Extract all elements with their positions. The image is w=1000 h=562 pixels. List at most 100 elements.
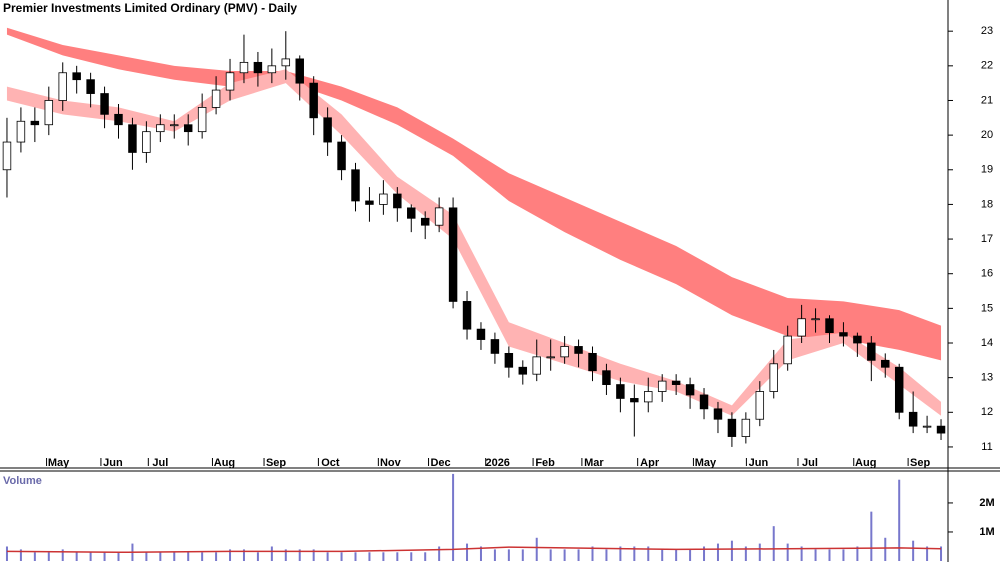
- candle-body: [922, 425, 932, 428]
- volume-bar: [382, 552, 385, 561]
- volume-bar: [521, 549, 524, 561]
- volume-bar: [842, 549, 845, 561]
- volume-bar: [577, 549, 580, 561]
- y-tick-label: 16: [981, 268, 993, 280]
- volume-bar: [535, 537, 538, 561]
- candle-body: [365, 200, 374, 205]
- candle-body: [197, 107, 207, 133]
- candle-body: [420, 217, 430, 226]
- volume-bar: [675, 549, 678, 561]
- volume-bar: [368, 552, 371, 561]
- candle-body: [142, 131, 151, 153]
- candle-body: [685, 384, 695, 396]
- volume-bar: [703, 546, 706, 561]
- volume-bar: [75, 552, 78, 561]
- y-tick-label: 2M: [979, 497, 994, 509]
- candle-body: [379, 193, 388, 205]
- candle-body: [2, 141, 12, 171]
- candle-body: [281, 58, 291, 67]
- volume-bar: [758, 543, 761, 561]
- volume-bar: [605, 549, 608, 561]
- volume-bar: [19, 549, 22, 561]
- x-tick-label: 2026: [485, 457, 509, 469]
- chart-title: Premier Investments Limited Ordinary (PM…: [3, 1, 297, 15]
- volume-bar: [884, 537, 887, 561]
- candle-body: [588, 352, 597, 372]
- volume-bar: [5, 546, 8, 561]
- volume-bar: [828, 549, 831, 561]
- x-tick-label: Aug: [214, 457, 235, 469]
- y-tick-label: 19: [981, 164, 993, 176]
- volume-bar: [438, 546, 441, 561]
- candle-body: [434, 207, 444, 226]
- candle-body: [183, 124, 193, 133]
- candle-body: [797, 318, 806, 337]
- candle-body: [170, 124, 179, 127]
- candle-body: [393, 193, 402, 209]
- candle-body: [560, 346, 569, 358]
- volume-bar: [61, 549, 64, 561]
- volume-bar: [312, 549, 315, 561]
- y-tick-label: 18: [981, 198, 993, 210]
- volume-bar: [340, 552, 343, 561]
- volume-bar: [410, 552, 413, 561]
- volume-bar: [466, 543, 469, 561]
- volume-bar: [633, 546, 636, 561]
- volume-bar: [647, 546, 650, 561]
- volume-bar: [396, 552, 399, 561]
- volume-bar: [89, 552, 92, 561]
- candle-body: [532, 356, 541, 375]
- candle-body: [713, 408, 723, 420]
- x-tick-label: Mar: [584, 457, 604, 469]
- candle-body: [727, 418, 737, 437]
- candle-body: [811, 318, 820, 321]
- volume-bar: [926, 546, 929, 561]
- candle-body: [407, 207, 416, 219]
- candle-body: [462, 301, 472, 330]
- x-tick-label: May: [695, 457, 717, 469]
- y-tick-label: 21: [981, 94, 993, 106]
- candle-body: [839, 332, 848, 337]
- volume-bar: [814, 549, 817, 561]
- candle-body: [574, 346, 583, 354]
- y-tick-label: 11: [981, 441, 992, 453]
- candle-body: [853, 335, 862, 344]
- volume-bar: [424, 552, 427, 561]
- candle-body: [72, 72, 81, 81]
- x-tick-label: Oct: [321, 457, 340, 469]
- candle-body: [44, 100, 54, 126]
- y-tick-label: 15: [981, 302, 993, 314]
- volume-bar: [563, 549, 566, 561]
- volume-bar: [507, 549, 510, 561]
- volume-bar: [619, 546, 622, 561]
- candle-body: [881, 359, 890, 368]
- candle-body: [699, 394, 709, 410]
- candle-body: [783, 335, 792, 365]
- x-tick-label: Sep: [266, 457, 286, 469]
- candle-body: [128, 124, 137, 153]
- volume-title: Volume: [3, 475, 42, 487]
- candle-body: [546, 356, 555, 359]
- volume-bar: [159, 552, 162, 561]
- volume-bar: [716, 543, 719, 561]
- candle-body: [490, 339, 500, 354]
- volume-bar: [215, 552, 218, 561]
- y-tick-label: 17: [981, 233, 993, 245]
- volume-bar: [201, 552, 204, 561]
- candle-body: [337, 141, 346, 171]
- y-tick-label: 14: [981, 337, 993, 349]
- volume-bar: [256, 552, 259, 561]
- volume-bar: [479, 546, 482, 561]
- volume-bar: [187, 552, 190, 561]
- candle-body: [156, 124, 165, 133]
- candle-body: [114, 113, 123, 126]
- y-tick-label: 1M: [979, 526, 994, 538]
- x-tick-label: Nov: [380, 457, 402, 469]
- y-tick-label: 22: [981, 60, 993, 72]
- volume-bar: [173, 552, 176, 561]
- candle-body: [825, 318, 834, 334]
- x-tick-label: Feb: [535, 457, 555, 469]
